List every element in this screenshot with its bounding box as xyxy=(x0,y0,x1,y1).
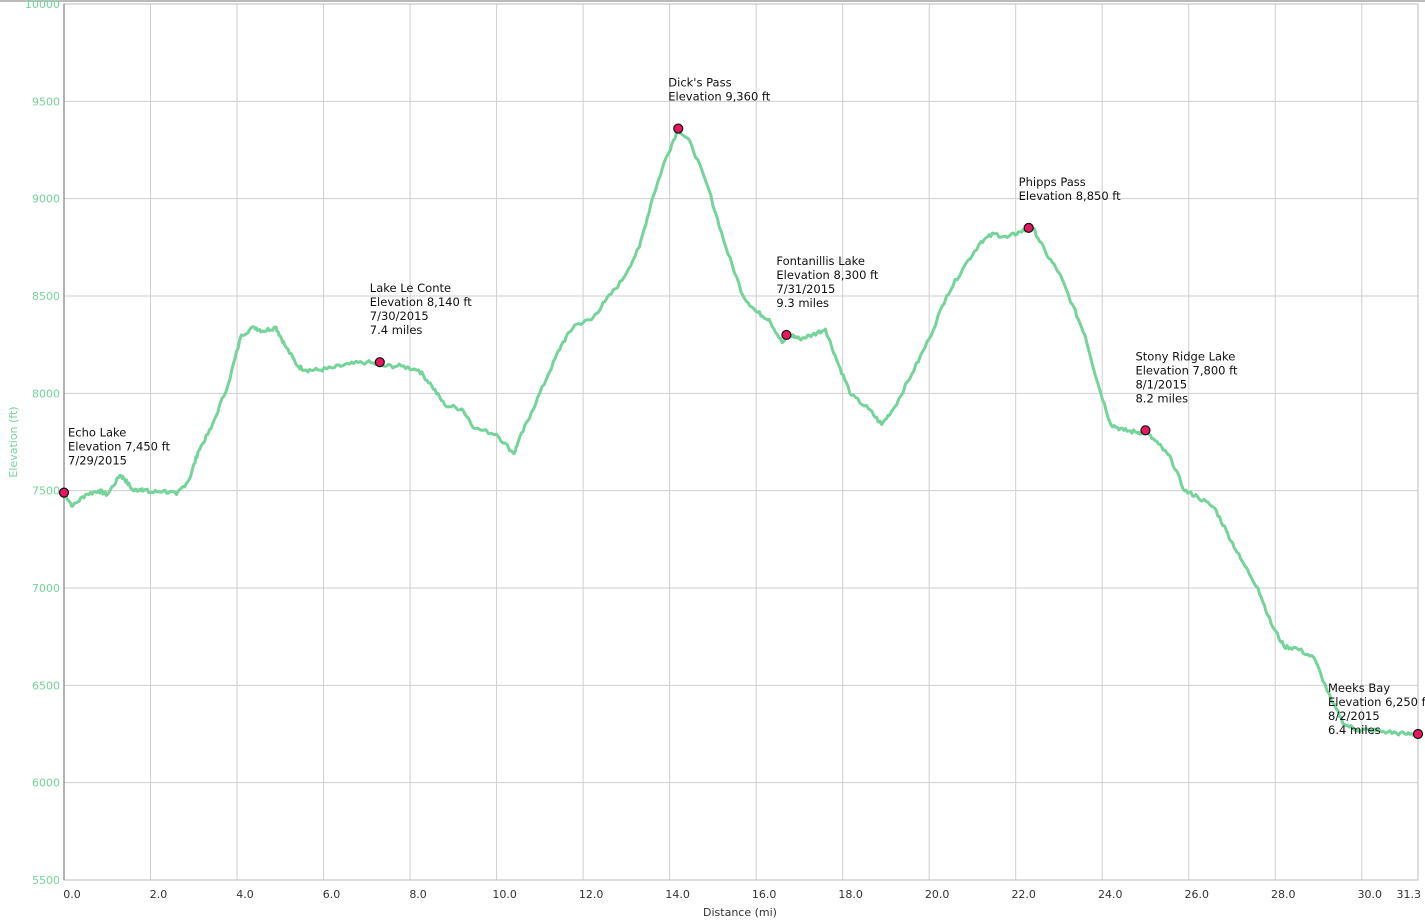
waypoint-label-line: Elevation 7,800 ft xyxy=(1135,363,1237,377)
marker-layer xyxy=(58,123,1424,740)
y-tick-label: 5500 xyxy=(32,874,60,887)
waypoint-marker xyxy=(1140,425,1151,436)
x-tick-label: 26.0 xyxy=(1184,888,1209,901)
line-layer xyxy=(62,127,1420,737)
axis-layer: 5500 6000 6500 7000 7500 8000 8500 9000 9500 1000… xyxy=(25,0,1421,901)
waypoint-label-line: Elevation 8,300 ft xyxy=(776,268,878,282)
waypoint-label-line: Elevation 8,140 ft xyxy=(370,295,472,309)
y-tick-label: 6500 xyxy=(32,679,60,692)
waypoint-label-line: 9.3 miles xyxy=(776,296,829,310)
x-tick-label: 6.0 xyxy=(323,888,341,901)
waypoint-label-line: 7/30/2015 xyxy=(370,309,429,323)
waypoint-label-line: 7.4 miles xyxy=(370,323,423,337)
waypoint-label-line: Fontanillis Lake xyxy=(776,254,865,268)
x-tick-label: 8.0 xyxy=(409,888,427,901)
y-tick-label: 8500 xyxy=(32,290,60,303)
waypoint-label-line: 7/31/2015 xyxy=(776,282,835,296)
x-axis-title: Distance (mi) xyxy=(703,906,777,919)
waypoint-label-line: Stony Ridge Lake xyxy=(1135,349,1235,363)
waypoint-label-line: 6.4 miles xyxy=(1328,723,1381,737)
waypoint-marker xyxy=(1023,222,1034,233)
y-tick-label: 8000 xyxy=(32,387,60,400)
x-tick-label: 14.0 xyxy=(665,888,690,901)
x-tick-label: 10.0 xyxy=(492,888,517,901)
y-tick-label: 9500 xyxy=(32,95,60,108)
x-tick-label: 24.0 xyxy=(1098,888,1123,901)
waypoint-label-line: 8/1/2015 xyxy=(1135,377,1187,391)
waypoint-label-line: Elevation 7,450 ft xyxy=(68,440,170,454)
x-tick-label: 18.0 xyxy=(838,888,863,901)
x-tick-label: 30.0 xyxy=(1358,888,1383,901)
waypoint-label-line: Elevation 8,850 ft xyxy=(1019,189,1121,203)
x-tick-label: 4.0 xyxy=(236,888,254,901)
waypoint-marker xyxy=(781,329,792,341)
x-tick-label: 28.0 xyxy=(1271,888,1296,901)
y-tick-label: 7500 xyxy=(32,485,60,498)
waypoint-label-line: 8/2/2015 xyxy=(1328,709,1380,723)
x-tick-label: 31.3 xyxy=(1397,888,1422,901)
waypoint-label-line: Elevation 6,250 ft xyxy=(1328,695,1425,709)
waypoint-marker xyxy=(58,487,70,498)
y-tick-label: 9000 xyxy=(32,193,60,206)
x-tick-label: 2.0 xyxy=(150,888,168,901)
waypoint-label-line: 8.2 miles xyxy=(1135,391,1188,405)
y-tick-label: 7000 xyxy=(32,582,60,595)
waypoint-label-line: Meeks Bay xyxy=(1328,681,1390,695)
plot-frame xyxy=(63,3,1419,881)
x-tick-label: 12.0 xyxy=(579,888,604,901)
waypoint-marker xyxy=(374,357,385,368)
waypoint-label-line: 7/29/2015 xyxy=(68,454,127,468)
x-tick-label: 20.0 xyxy=(925,888,950,901)
y-tick-label: 10000 xyxy=(25,0,60,11)
x-tick-label: 0.0 xyxy=(63,888,81,901)
waypoint-label-line: Lake Le Conte xyxy=(370,281,451,295)
waypoint-marker xyxy=(673,123,684,134)
y-tick-label: 6000 xyxy=(32,777,60,790)
waypoint-label-line: Dick's Pass xyxy=(668,76,731,90)
waypoint-label-line: Elevation 9,360 ft xyxy=(668,90,770,104)
waypoint-label-line: Echo Lake xyxy=(68,426,126,440)
x-tick-label: 16.0 xyxy=(752,888,777,901)
waypoint-marker xyxy=(1412,728,1424,740)
waypoint-label-line: Phipps Pass xyxy=(1019,175,1086,189)
elevation-series-line-0 xyxy=(62,127,1420,737)
y-axis-title: Elevation (ft) xyxy=(7,406,20,477)
grid-layer xyxy=(0,0,1425,881)
x-tick-label: 22.0 xyxy=(1011,888,1036,901)
